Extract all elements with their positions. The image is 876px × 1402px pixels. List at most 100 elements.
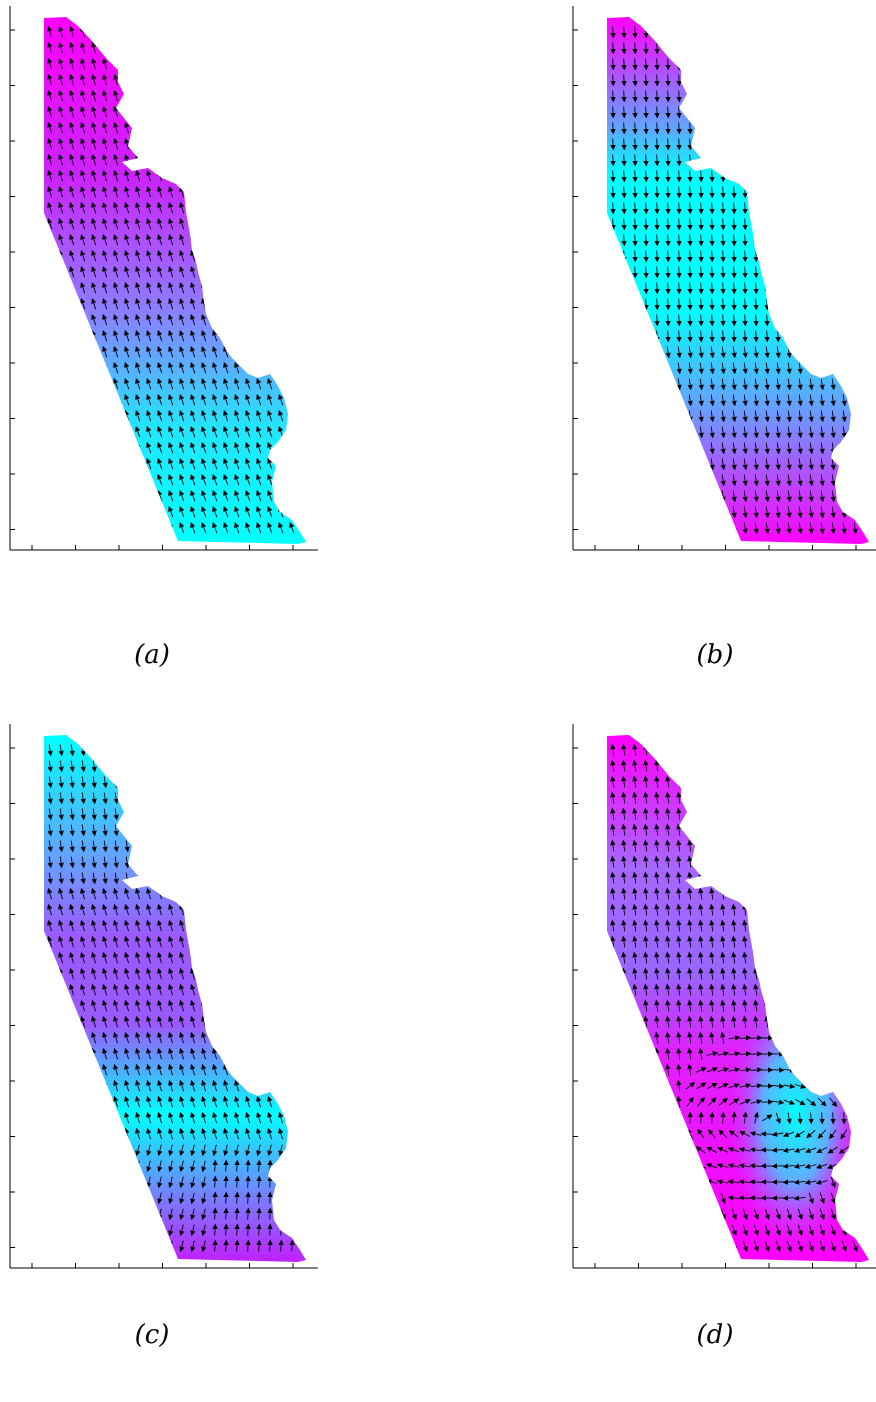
arrow [621, 1160, 627, 1173]
arrow [643, 1111, 649, 1124]
arrow [830, 138, 836, 151]
arrow [146, 824, 152, 837]
arrow [742, 106, 748, 119]
arrow [687, 506, 693, 519]
arrow [687, 106, 693, 119]
arrow [676, 1144, 682, 1157]
arrow [819, 186, 825, 199]
arrow [709, 394, 715, 407]
arrow [223, 760, 229, 773]
arrow [234, 121, 240, 134]
arrow [852, 775, 858, 788]
arrow [610, 1063, 616, 1076]
arrow [654, 378, 660, 391]
arrow [797, 298, 803, 311]
arrow [808, 426, 814, 439]
arrow [124, 377, 130, 390]
arrow [753, 154, 759, 167]
arrow [852, 1176, 858, 1189]
arrow [797, 759, 803, 772]
arrow [720, 839, 726, 852]
arrow [146, 808, 152, 821]
arrow [698, 90, 704, 103]
arrow [289, 919, 295, 932]
arrow [300, 313, 306, 326]
arrow [278, 41, 284, 54]
arrow [621, 522, 627, 535]
arrow [69, 265, 75, 278]
arrow [212, 983, 218, 996]
arrow [47, 89, 53, 102]
arrow [742, 250, 748, 263]
arrow [654, 346, 660, 359]
arrow [168, 169, 174, 182]
arrow [841, 1063, 847, 1076]
arrow [764, 250, 770, 263]
arrow [665, 1176, 671, 1189]
arrow [687, 58, 693, 71]
arrow [80, 1144, 86, 1157]
arrow [841, 458, 847, 471]
arrow [91, 281, 97, 294]
arrow [300, 201, 306, 214]
arrow [47, 522, 53, 534]
arrow [201, 137, 207, 150]
arrow [654, 74, 660, 87]
arrow [687, 362, 693, 375]
arrow [91, 297, 97, 310]
arrow [786, 919, 792, 932]
arrow [256, 935, 262, 948]
arrow [267, 935, 273, 948]
arrow [654, 218, 660, 231]
arrow [676, 170, 682, 183]
arrow [709, 506, 715, 519]
arrow [731, 394, 737, 407]
arrow [91, 249, 97, 262]
arrow [676, 474, 682, 487]
arrow [267, 1063, 273, 1076]
arrow [245, 409, 251, 422]
arrow [69, 489, 75, 502]
arrow [731, 759, 737, 772]
arrow [168, 25, 174, 38]
arrow [841, 1047, 847, 1060]
arrow [80, 1192, 86, 1205]
arrow [300, 951, 306, 964]
arrow [632, 426, 638, 439]
arrow [819, 202, 825, 215]
arrow [808, 218, 814, 231]
arrow [808, 743, 814, 756]
arrow [245, 887, 251, 900]
arrow [201, 760, 207, 773]
arrow [665, 154, 671, 167]
arrow [753, 138, 759, 151]
arrow [91, 73, 97, 86]
arrow [632, 458, 638, 471]
arrow [676, 743, 682, 756]
arrow [256, 967, 262, 980]
arrow [797, 122, 803, 135]
arrow [69, 73, 75, 86]
arrow [212, 265, 218, 278]
arrow [256, 329, 262, 342]
arrow [135, 281, 141, 294]
arrow [808, 346, 814, 359]
arrow [289, 201, 295, 214]
arrow [157, 473, 163, 486]
arrow [830, 346, 836, 359]
arrow [783, 1051, 796, 1057]
arrow [852, 919, 858, 932]
arrow [256, 1191, 262, 1204]
arrow [819, 887, 825, 900]
arrow [819, 855, 825, 868]
arrow [58, 361, 64, 374]
arrow [753, 74, 759, 87]
arrow [47, 105, 53, 118]
arrow [852, 58, 858, 71]
arrow [632, 106, 638, 119]
arrow [775, 26, 781, 39]
arrow [179, 121, 185, 134]
arrow [201, 887, 207, 900]
arrow [179, 281, 185, 294]
arrow [190, 377, 196, 390]
